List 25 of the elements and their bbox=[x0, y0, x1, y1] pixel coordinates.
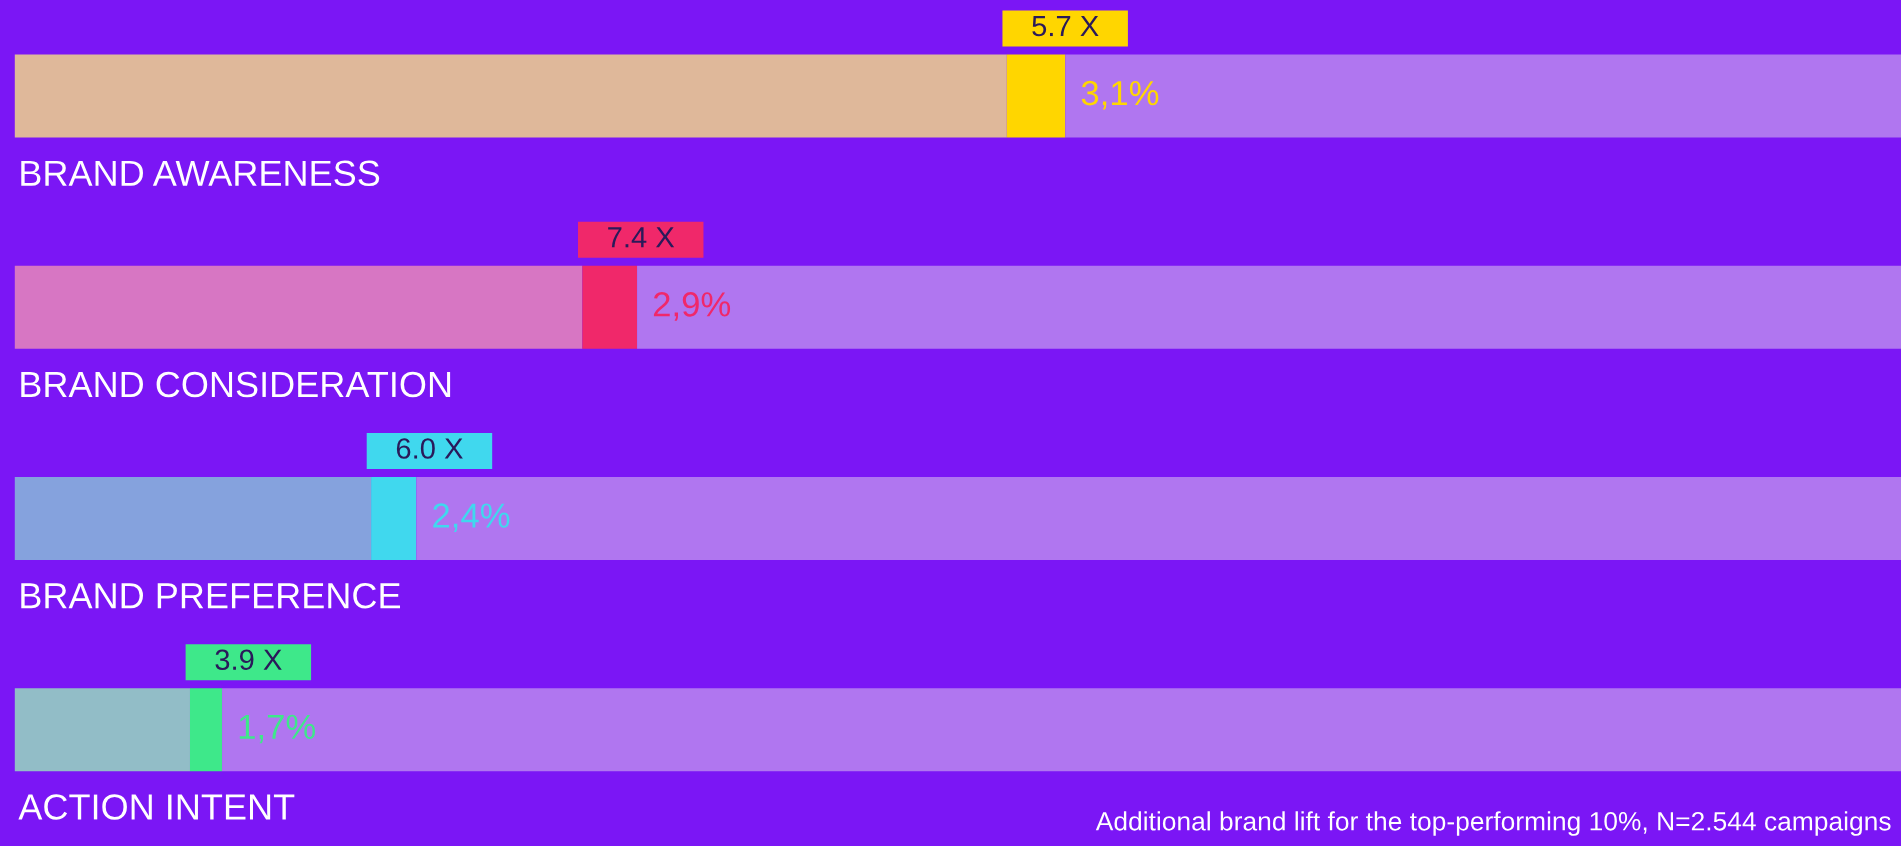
bar bbox=[582, 265, 638, 349]
annotation: 5.7 X bbox=[1032, 15, 1099, 37]
annotation: 7.4 X bbox=[608, 227, 675, 248]
data-label: 3,1% bbox=[1081, 80, 1159, 110]
annotation: 3.9 X bbox=[215, 649, 282, 671]
bar bbox=[416, 477, 1901, 561]
annotation: 6.0 X bbox=[396, 438, 463, 459]
bar bbox=[14, 265, 583, 349]
bar bbox=[14, 688, 190, 772]
data-label: 1,7% bbox=[239, 714, 316, 744]
annotation: Additional brand lift for the top-performing 10%, N=2.544 campaigns bbox=[1095, 811, 1891, 836]
bar bbox=[1065, 54, 1901, 138]
y-tick-label: BRAND PREFERENCE bbox=[21, 582, 401, 609]
bar bbox=[14, 54, 1007, 138]
y-tick-label: ACTION INTENT bbox=[18, 794, 295, 820]
bar bbox=[14, 477, 372, 561]
bar bbox=[637, 265, 1901, 349]
bar bbox=[1006, 54, 1066, 138]
bar bbox=[371, 477, 417, 561]
data-label: 2,9% bbox=[653, 292, 731, 321]
y-tick-label: BRAND AWARENESS bbox=[21, 160, 380, 187]
bar bbox=[189, 688, 223, 772]
bar bbox=[222, 688, 1901, 772]
y-tick-label: BRAND CONSIDERATION bbox=[21, 371, 451, 398]
data-label: 2,4% bbox=[433, 503, 510, 533]
